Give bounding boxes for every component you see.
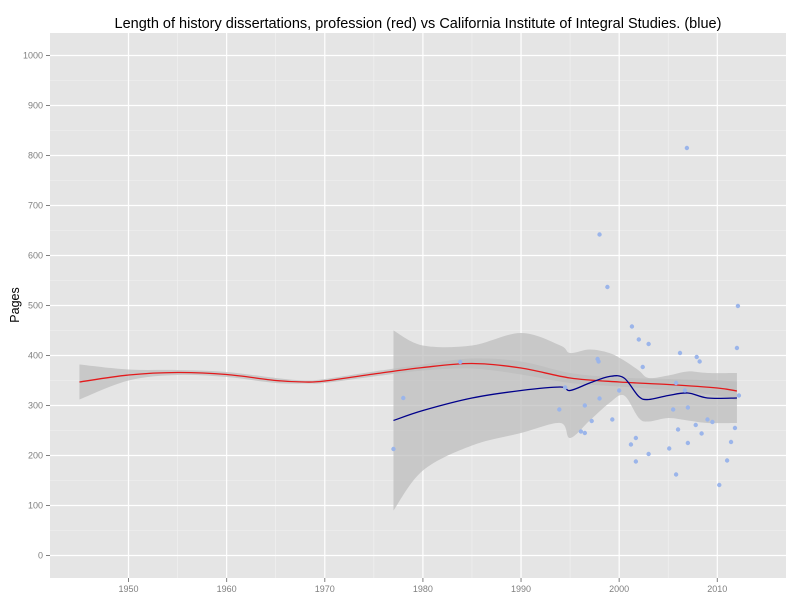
data-point [734,345,740,351]
y-axis-ticks: 0 100 200 300 400 500 600 700 800 900 1000 [23,51,50,561]
data-point [563,385,568,390]
data-point [693,422,698,428]
data-point [646,341,651,347]
y-tick-label: 0 [38,551,43,561]
y-tick-label: 1000 [23,51,43,61]
data-point [728,439,734,445]
data-point [633,459,639,464]
data-point [675,427,681,432]
data-point [673,472,679,477]
data-point [684,145,690,151]
data-point [557,407,562,412]
x-tick-label: 2010 [707,584,727,594]
data-point [578,429,584,434]
smooth-line-2 [393,375,737,422]
y-tick-label: 600 [28,251,43,261]
data-point [391,446,396,452]
data-point [640,364,645,370]
y-tick-label: 800 [28,151,43,161]
data-point [597,396,602,401]
smooth-lines [79,362,738,422]
data-point [582,403,588,408]
data-point [685,440,691,446]
data-point [401,395,406,401]
data-point [589,418,594,424]
y-tick-label: 200 [28,451,43,461]
y-tick-label: 500 [28,301,43,311]
data-point [596,359,601,364]
data-point [636,337,641,342]
data-point [677,350,683,356]
x-tick-label: 2000 [609,584,629,594]
x-tick-label: 1950 [118,584,138,594]
data-point [597,232,602,237]
data-point [736,393,742,398]
y-axis-label: Pages [8,287,22,322]
data-point [685,405,691,410]
data-point [605,284,610,290]
data-point [724,458,730,463]
y-tick-label: 900 [28,101,43,111]
data-point [710,419,715,425]
data-point [735,303,741,309]
data-point [667,446,672,451]
y-tick-label: 700 [28,201,43,211]
data-point [670,407,676,412]
confidence-band-2 [393,330,737,511]
x-tick-label: 1970 [315,584,335,594]
x-tick-label: 1960 [217,584,237,594]
data-point [582,430,588,436]
data-point [646,451,651,457]
x-tick-label: 1980 [413,584,433,594]
data-point [732,425,738,431]
data-point [457,359,463,365]
smooth-line-1 [79,362,738,392]
data-point [628,442,634,447]
data-point [682,388,688,393]
data-point [694,354,699,360]
data-point [697,359,702,364]
x-axis-ticks: 1950 1960 1970 1980 1990 2000 2010 [118,578,727,594]
data-point [633,435,639,441]
y-tick-label: 400 [28,351,43,361]
y-tick-label: 100 [28,501,43,511]
data-point [699,431,704,436]
data-point [717,482,722,488]
chart-title: Length of history dissertations, profess… [115,16,722,32]
y-tick-label: 300 [28,401,43,411]
data-point [629,324,635,329]
data-points [391,145,742,488]
data-point [673,380,679,386]
data-point [705,417,710,422]
data-point [616,388,622,393]
x-tick-label: 1990 [511,584,531,594]
confidence-bands [79,330,737,511]
data-point [610,417,615,422]
